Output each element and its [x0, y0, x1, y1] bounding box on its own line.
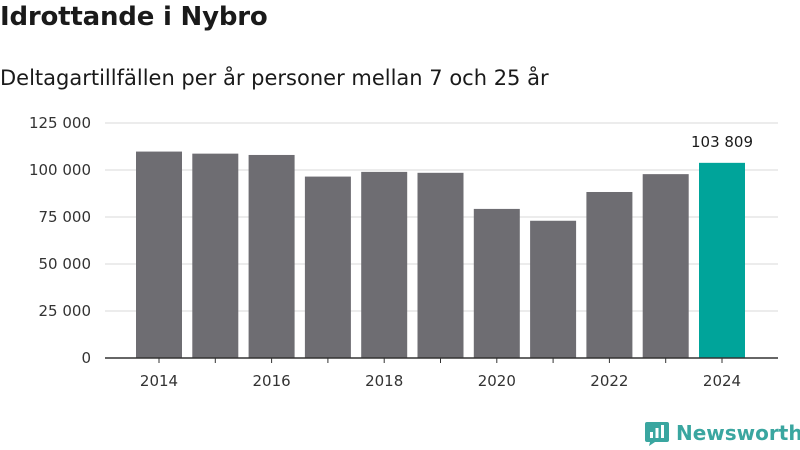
x-tick-label: 2022: [590, 372, 628, 390]
brand-logo: Newsworthy: [644, 420, 800, 446]
bar: [304, 176, 351, 358]
y-tick-label: 100 000: [29, 161, 91, 179]
y-tick-label: 25 000: [39, 302, 92, 320]
y-tick-label: 125 000: [29, 114, 91, 132]
chart-title: Idrottande i Nybro: [0, 2, 268, 32]
bar: [192, 153, 239, 358]
data-label: 103 809: [691, 133, 753, 151]
x-tick-label: 2018: [365, 372, 403, 390]
x-tick-label: 2014: [140, 372, 178, 390]
chart-subtitle: Deltagartillfällen per år personer mella…: [0, 66, 549, 90]
bar: [417, 172, 464, 358]
x-tick-label: 2016: [253, 372, 291, 390]
bar: [248, 154, 295, 358]
bar: [136, 151, 182, 358]
newsworthy-logo-icon: [645, 422, 669, 446]
x-tick-label: 2024: [703, 372, 741, 390]
bar: [586, 191, 633, 358]
y-tick-label: 50 000: [39, 255, 92, 273]
bar: [361, 171, 408, 358]
y-tick-label: 0: [81, 349, 91, 367]
bar: [530, 220, 577, 358]
brand-name: Newsworthy: [676, 421, 800, 445]
bar: [473, 208, 520, 358]
bar: [642, 174, 689, 358]
bar: [699, 162, 745, 358]
x-tick-label: 2020: [478, 372, 516, 390]
y-tick-label: 75 000: [39, 208, 92, 226]
